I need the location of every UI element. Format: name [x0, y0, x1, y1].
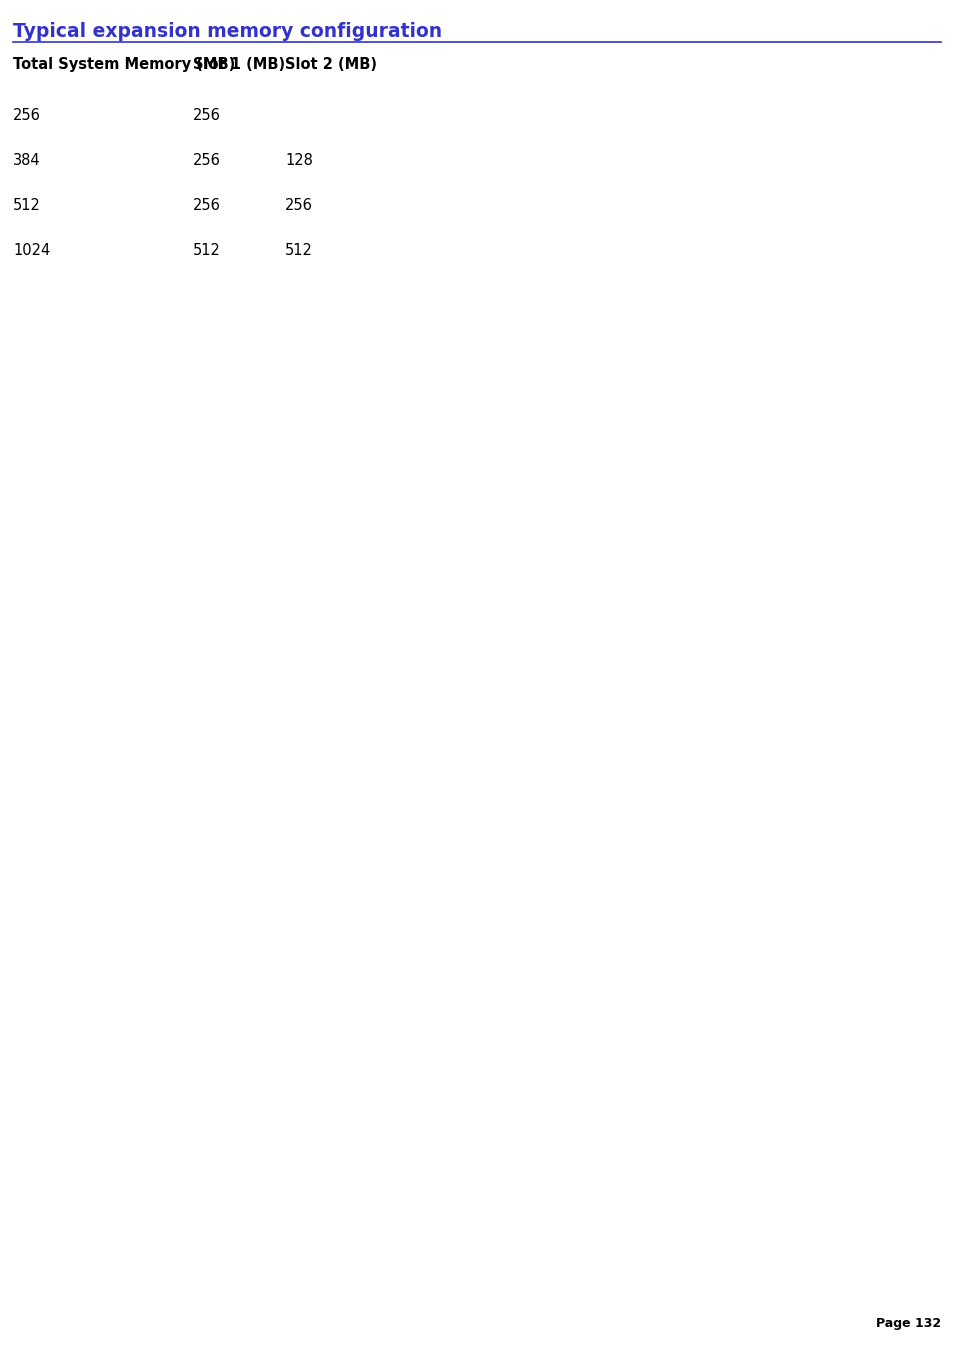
Text: 256: 256: [193, 108, 221, 123]
Text: Slot 1 (MB): Slot 1 (MB): [193, 57, 285, 72]
Text: 512: 512: [193, 243, 221, 258]
Text: 512: 512: [13, 199, 41, 213]
Text: Page 132: Page 132: [875, 1317, 940, 1329]
Text: Typical expansion memory configuration: Typical expansion memory configuration: [13, 22, 441, 41]
Text: 256: 256: [13, 108, 41, 123]
Text: 512: 512: [285, 243, 313, 258]
Text: Slot 2 (MB): Slot 2 (MB): [285, 57, 376, 72]
Text: 256: 256: [193, 199, 221, 213]
Text: 1024: 1024: [13, 243, 51, 258]
Text: 384: 384: [13, 153, 41, 168]
Text: 128: 128: [285, 153, 313, 168]
Text: Total System Memory (MB): Total System Memory (MB): [13, 57, 235, 72]
Text: 256: 256: [285, 199, 313, 213]
Text: 256: 256: [193, 153, 221, 168]
